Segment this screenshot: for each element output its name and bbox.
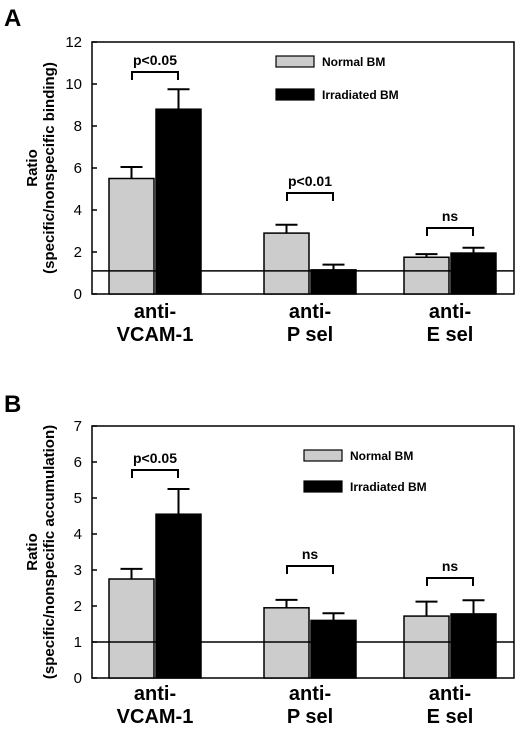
y-axis-label-line: (specific/nonspecific binding)	[41, 62, 58, 274]
significance-bracket	[426, 577, 474, 586]
y-axis-label-line: Ratio	[24, 149, 41, 187]
significance-bracket	[286, 192, 334, 201]
significance-bracket	[426, 227, 474, 236]
y-axis-label: Ratio(specific/nonspecific binding)	[24, 62, 58, 274]
bar	[403, 256, 450, 295]
category-label: anti-	[134, 683, 176, 705]
category-label: anti-	[429, 301, 471, 323]
y-tick-label: 12	[65, 34, 82, 51]
legend-swatch	[275, 55, 315, 68]
category-label: P sel	[287, 324, 333, 346]
y-tick-label: 1	[74, 634, 82, 651]
category-label: VCAM-1	[117, 324, 194, 346]
legend-label: Normal BM	[322, 55, 385, 69]
category-label: anti-	[134, 301, 176, 323]
bar	[310, 619, 357, 679]
y-tick-label: 4	[74, 202, 82, 219]
legend-label: Irradiated BM	[322, 88, 399, 102]
significance-label: ns	[442, 208, 459, 224]
y-axis-label-line: (specific/nonspecific accumulation)	[41, 425, 58, 679]
bar	[450, 613, 497, 679]
category-label: anti-	[429, 683, 471, 705]
significance-bracket	[131, 469, 179, 478]
category-label: P sel	[287, 706, 333, 728]
bar	[403, 615, 450, 679]
category-label: anti-	[289, 301, 331, 323]
chart-panel-a: A 0 2 4 6 8 10 12 Ratio(specific/nonspecific bin…	[4, 5, 515, 346]
y-tick-label: 0	[74, 286, 82, 303]
significance-label: ns	[442, 558, 459, 574]
y-tick-label: 2	[74, 598, 82, 615]
significance-label: p<0.05	[133, 52, 177, 68]
category-label: VCAM-1	[117, 706, 194, 728]
y-tick-label: 2	[74, 244, 82, 261]
y-tick-label: 0	[74, 670, 82, 687]
category-label: E sel	[427, 706, 474, 728]
significance-bracket	[286, 565, 334, 574]
panel-letter: A	[4, 5, 21, 32]
category-label: E sel	[427, 324, 474, 346]
significance-label: ns	[302, 546, 319, 562]
legend-swatch	[303, 480, 343, 493]
y-axis-label-line: Ratio	[24, 533, 41, 571]
legend-label: Normal BM	[350, 449, 413, 463]
significance-bracket	[131, 71, 179, 80]
y-tick-label: 10	[65, 76, 82, 93]
significance-label: p<0.01	[288, 173, 332, 189]
y-tick-label: 3	[74, 562, 82, 579]
bar	[155, 513, 202, 679]
y-tick-label: 4	[74, 526, 82, 543]
y-axis-label: Ratio(specific/nonspecific accumulation)	[24, 425, 58, 679]
bar	[310, 269, 357, 295]
significance-label: p<0.05	[133, 450, 177, 466]
bar	[108, 578, 155, 679]
bar	[108, 177, 155, 295]
panel-letter: B	[4, 391, 21, 418]
legend-swatch	[303, 449, 343, 462]
y-tick-label: 7	[74, 418, 82, 435]
legend-swatch	[275, 88, 315, 101]
bar	[155, 108, 202, 295]
chart-panel-b: B 0 1 2 3 4 5 6 7 Ratio(specific/nonspecific accu…	[4, 391, 515, 728]
bar	[450, 252, 497, 295]
y-tick-label: 5	[74, 490, 82, 507]
y-tick-label: 6	[74, 454, 82, 471]
legend-label: Irradiated BM	[350, 480, 427, 494]
bar	[263, 607, 310, 679]
bar	[263, 232, 310, 295]
category-label: anti-	[289, 683, 331, 705]
y-tick-label: 6	[74, 160, 82, 177]
y-tick-label: 8	[74, 118, 82, 135]
